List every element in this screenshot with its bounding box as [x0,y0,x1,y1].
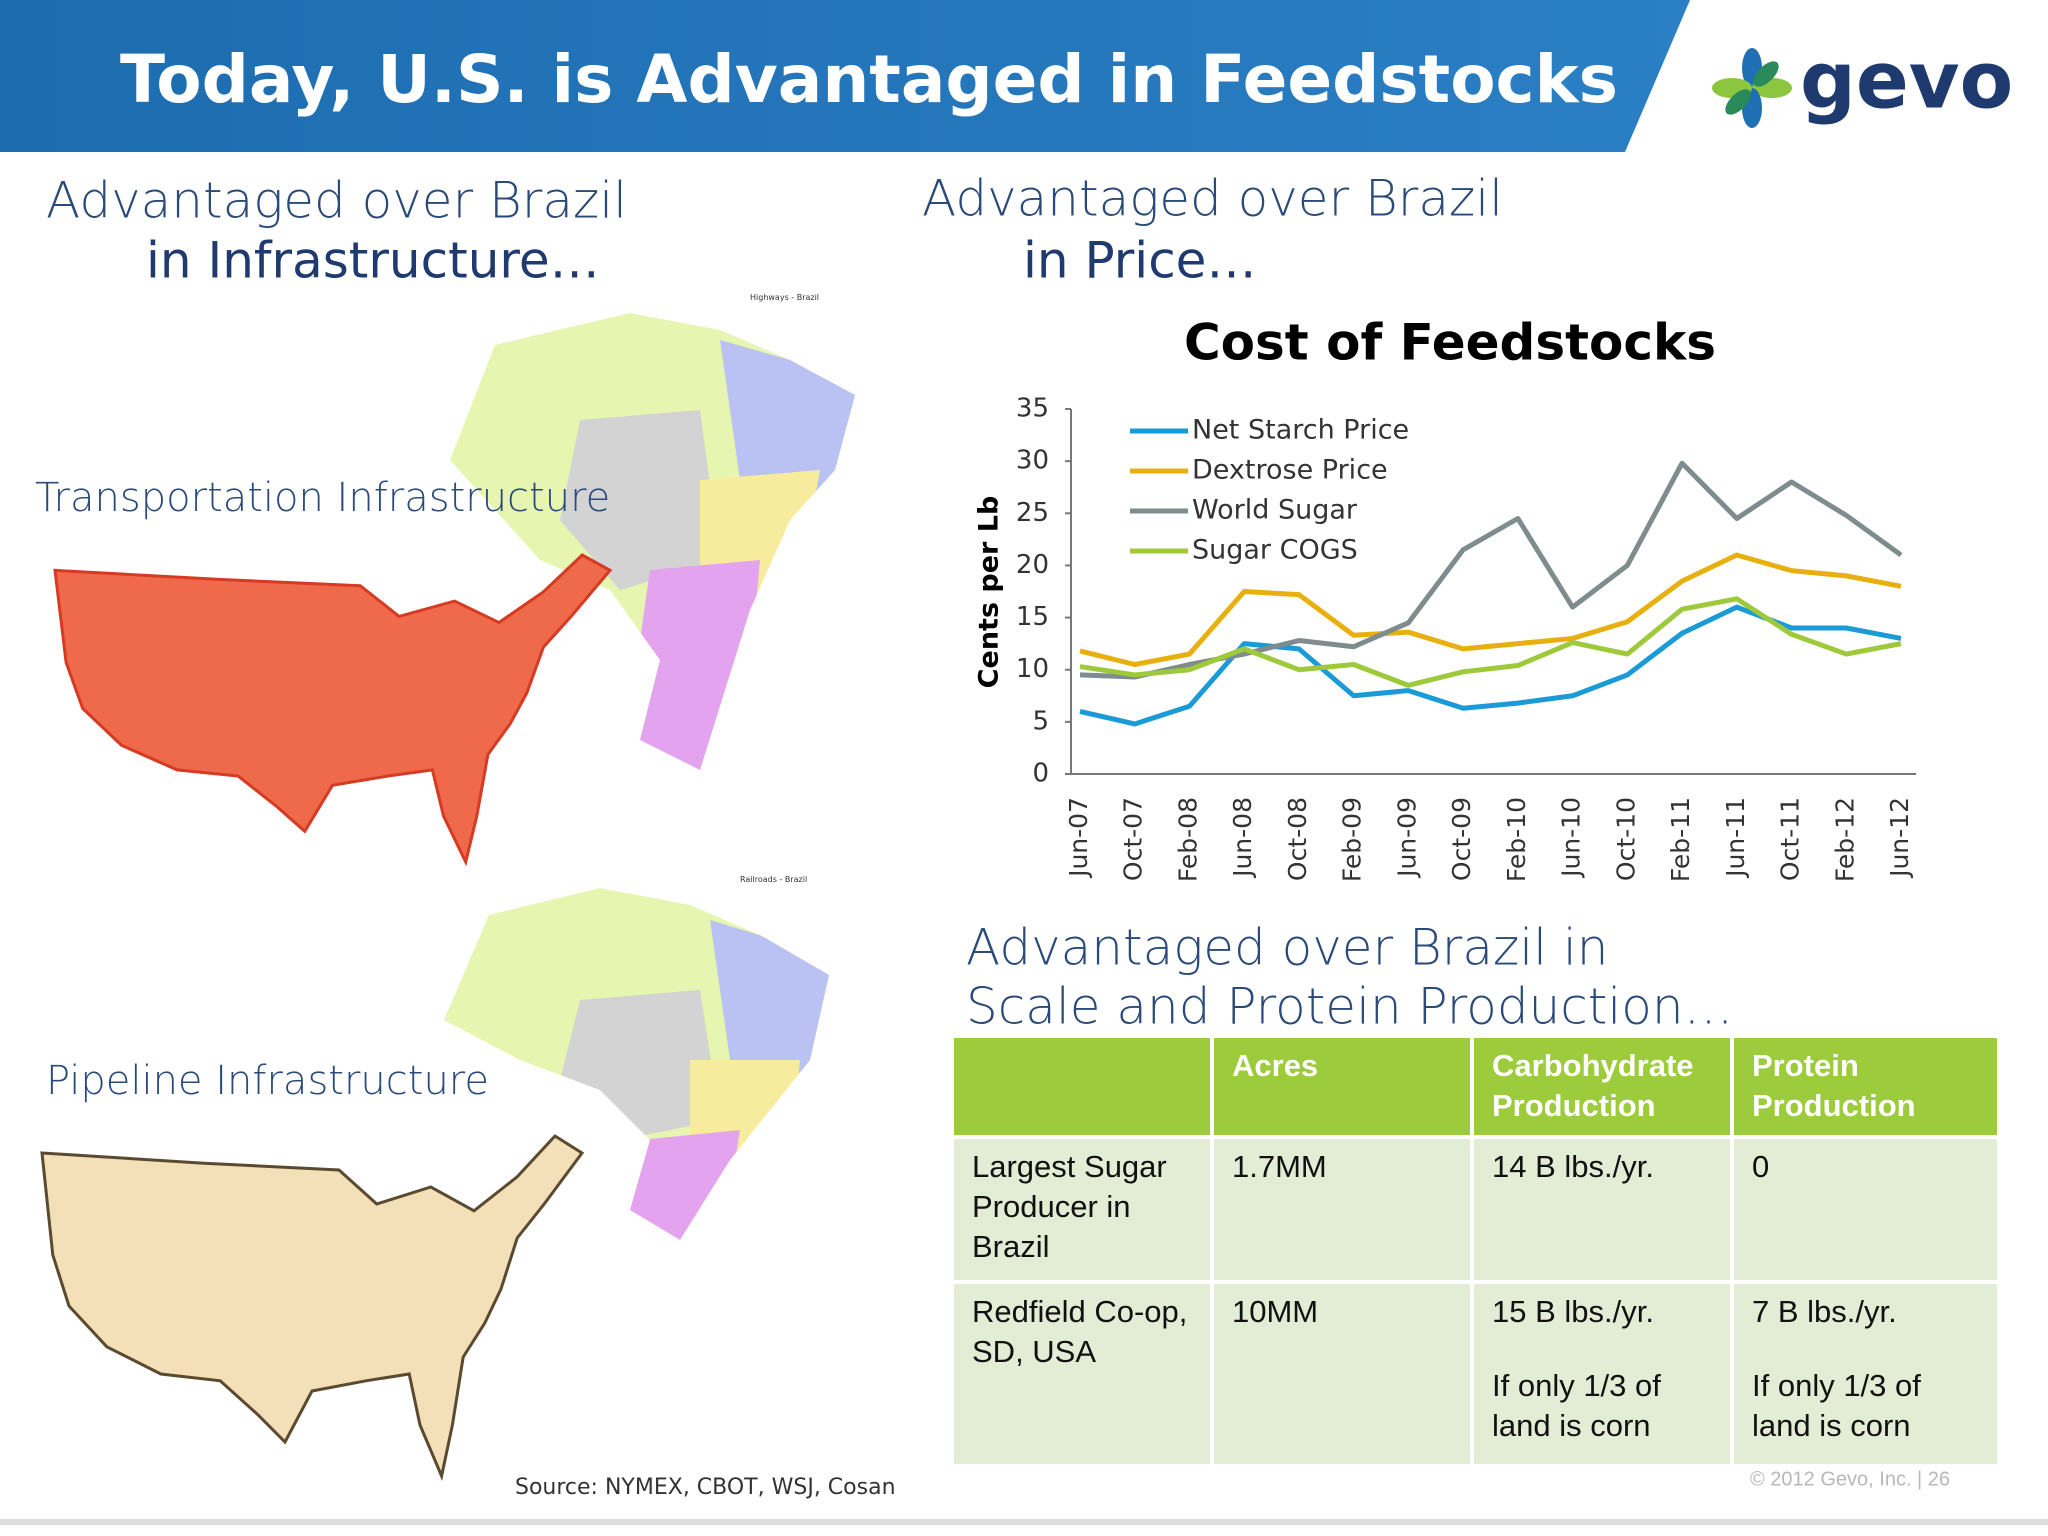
y-tick-label: 25 [1016,498,1049,528]
map-caption: Railroads - Brazil [740,875,807,884]
legend-label: Net Starch Price [1192,415,1409,446]
x-tick-label: Jun-10 [1557,797,1586,879]
header-cell [950,1034,1214,1139]
x-tick-label: Jun-12 [1885,797,1914,879]
header-cell: Acres [1210,1034,1474,1139]
cell-note: If only 1/3 of land is corn [1492,1367,1661,1444]
section-heading: Scale and Protein Production… [966,978,1734,1036]
legend-label: World Sugar [1192,495,1358,526]
slide-title: Today, U.S. is Advantaged in Feedstocks [120,41,1618,118]
x-tick-label: Oct-08 [1283,797,1312,881]
header-cell: Carbohydrate Production [1470,1034,1734,1139]
y-tick-label: 30 [1016,446,1049,476]
y-tick-label: 0 [1032,759,1049,789]
us-pipeline-map [42,1136,582,1476]
x-tick-label: Feb-11 [1666,797,1695,882]
header-cell: Protein Production [1730,1034,2001,1139]
header-bar [0,0,1690,152]
x-tick-label: Jun-11 [1721,797,1750,879]
cell: Largest Sugar Producer in Brazil [950,1134,1214,1284]
source-note: Source: NYMEX, CBOT, WSJ, Cosan [515,1475,896,1500]
y-tick-label: 20 [1016,550,1049,580]
section-heading: Advantaged over Brazil in [966,919,1608,977]
cell: 7 B lbs./yr. If only 1/3 of land is corn [1730,1279,2001,1468]
map-label: Transportation Infrastructure [35,475,610,521]
y-axis-label: Cents per Lb [974,496,1005,689]
cell: 15 B lbs./yr. If only 1/3 of land is corn [1470,1279,1734,1468]
x-tick-label: Oct-10 [1611,797,1640,881]
y-tick-label: 5 [1032,706,1049,736]
section-subheading: in Price… [1023,232,1256,290]
copyright: © 2012 Gevo, Inc. | 26 [1750,1468,1950,1490]
x-tick-label: Oct-07 [1119,797,1148,881]
series-line [1079,552,1902,667]
x-tick-label: Oct-11 [1776,797,1805,881]
cell: 14 B lbs./yr. [1470,1134,1734,1284]
cell: 10MM [1210,1279,1474,1468]
table-header: Acres Carbohydrate Production Protein Pr… [950,1034,2001,1139]
x-tick-label: Feb-12 [1830,797,1859,882]
cell: Redfield Co-op, SD, USA [950,1279,1214,1468]
legend-label: Sugar COGS [1192,535,1358,566]
y-tick-label: 15 [1016,602,1049,632]
x-tick-label: Jun-07 [1064,797,1093,879]
table-row: Largest Sugar Producer in Brazil 1.7MM 1… [950,1134,2001,1284]
x-tick-label: Feb-09 [1338,797,1367,882]
table-row: Redfield Co-op, SD, USA 10MM 15 B lbs./y… [950,1279,2001,1468]
y-tick-label: 10 [1016,654,1049,684]
us-highway-map [55,555,610,862]
legend-label: Dextrose Price [1192,455,1388,486]
x-tick-label: Feb-08 [1173,797,1202,882]
x-tick-label: Jun-08 [1228,797,1257,879]
series-line [1079,596,1902,688]
map-caption: Highways - Brazil [750,293,819,302]
logo-icon [1712,48,1792,128]
cell-value: 15 B lbs./yr. [1492,1293,1654,1329]
section-subheading: in Infrastructure… [146,232,600,290]
cell-note: If only 1/3 of land is corn [1752,1367,1921,1444]
cell-value: 7 B lbs./yr. [1752,1293,1897,1329]
section-heading: Advantaged over Brazil [46,172,627,230]
cell: 0 [1730,1134,2001,1284]
x-tick-label: Oct-09 [1447,797,1476,881]
chart-title: Cost of Feedstocks [1184,314,1716,372]
y-tick-label: 35 [1016,394,1049,424]
logo-text: gevo [1800,36,2013,126]
section-heading: Advantaged over Brazil [922,170,1503,228]
x-tick-label: Feb-10 [1502,797,1531,882]
x-tick-label: Jun-09 [1392,797,1421,879]
cell: 1.7MM [1210,1134,1474,1284]
map-label: Pipeline Infrastructure [46,1058,489,1104]
comparison-table: Acres Carbohydrate Production Protein Pr… [950,1034,2001,1468]
